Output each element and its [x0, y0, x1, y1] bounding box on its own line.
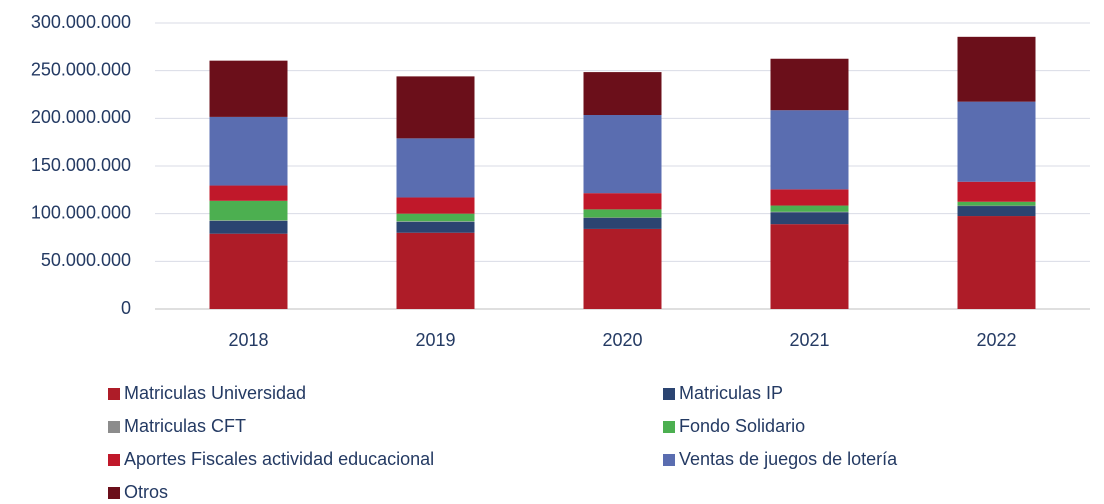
x-tick-label: 2018: [228, 330, 268, 350]
y-tick-label: 300.000.000: [31, 12, 131, 32]
bar-segment: [209, 220, 288, 234]
legend-label: Matriculas IP: [679, 383, 783, 403]
bar-segment: [396, 213, 475, 222]
x-tick-label: 2020: [602, 330, 642, 350]
x-tick-label: 2022: [976, 330, 1016, 350]
bar-segment: [583, 228, 662, 309]
legend-swatch: [108, 487, 120, 499]
legend-swatch: [108, 454, 120, 466]
bar-segment: [957, 216, 1036, 309]
bar-segment: [209, 185, 288, 201]
bar-segment: [770, 224, 849, 309]
legend-swatch: [108, 421, 120, 433]
legend-swatch: [663, 388, 675, 400]
bar-segment: [957, 201, 1036, 206]
x-tick-label: 2019: [415, 330, 455, 350]
bar-segment: [209, 60, 288, 117]
bar-segment: [770, 205, 849, 212]
bar-segment: [396, 138, 475, 198]
bar-segment: [770, 189, 849, 206]
legend-label: Aportes Fiscales actividad educacional: [124, 449, 434, 469]
bar-segment: [396, 221, 475, 233]
legend-swatch: [108, 388, 120, 400]
bar-segment: [583, 114, 662, 194]
bar-segment: [957, 181, 1036, 202]
bar-segment: [770, 58, 849, 111]
legend-label: Ventas de juegos de lotería: [679, 449, 898, 469]
bar-segment: [583, 209, 662, 218]
y-tick-label: 150.000.000: [31, 155, 131, 175]
bar-segment: [209, 200, 288, 221]
bar-segment: [209, 116, 288, 186]
y-tick-label: 250.000.000: [31, 59, 131, 79]
bar-segment: [770, 212, 849, 225]
legend-label: Matriculas CFT: [124, 416, 246, 436]
bar-segment: [957, 36, 1036, 102]
bar-segment: [583, 193, 662, 210]
legend-swatch: [663, 421, 675, 433]
bar-segment: [209, 233, 288, 309]
legend-label: Matriculas Universidad: [124, 383, 306, 403]
x-tick-label: 2021: [789, 330, 829, 350]
bar-segment: [396, 76, 475, 139]
bar-segment: [396, 197, 475, 214]
bar-segment: [957, 101, 1036, 182]
y-tick-label: 0: [121, 298, 131, 318]
y-tick-label: 200.000.000: [31, 107, 131, 127]
legend-label: Fondo Solidario: [679, 416, 805, 436]
y-tick-label: 100.000.000: [31, 202, 131, 222]
legend-label: Otros: [124, 482, 168, 502]
bar-segment: [583, 217, 662, 229]
legend-swatch: [663, 454, 675, 466]
bar-segment: [770, 110, 849, 190]
bar-segment: [583, 72, 662, 115]
y-tick-label: 50.000.000: [41, 250, 131, 270]
bar-segment: [396, 232, 475, 309]
bar-segment: [957, 206, 1036, 217]
